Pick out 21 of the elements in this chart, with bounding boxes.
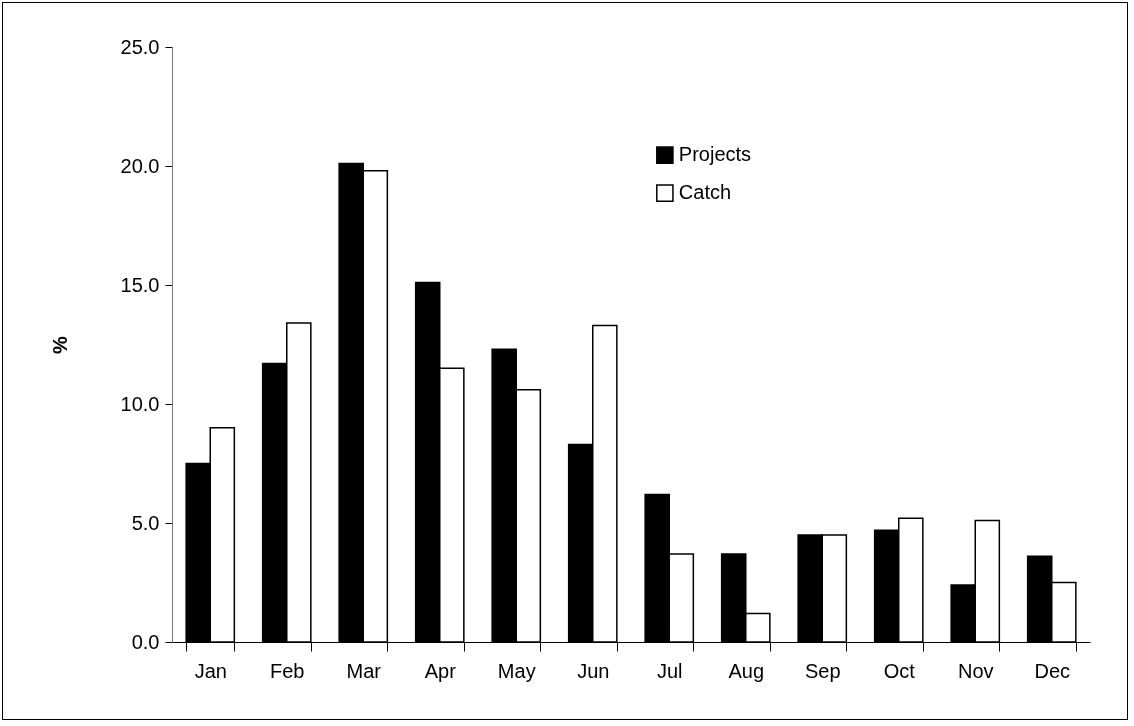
x-tick-label: Mar [346,659,382,682]
x-tick-label: Jan [194,659,227,682]
x-tick-label: Aug [728,659,765,682]
y-tick-label: 15.0 [120,273,160,296]
y-tick-label: 5.0 [131,511,160,534]
x-tick-label: Sep [804,659,841,682]
y-tick-label: 25.0 [120,35,160,58]
x-tick-label: Jul [656,659,683,682]
x-tick-label: Dec [1034,659,1071,682]
x-tick-label: Jun [577,659,610,682]
y-tick-label: 10.0 [120,392,160,415]
x-tick-label: Feb [270,659,305,682]
legend-label: Projects [678,143,752,166]
y-axis-title: % [48,335,71,354]
x-tick-label: May [497,659,536,682]
x-tick-label: Nov [957,659,994,682]
x-tick-label: Oct [883,659,916,682]
y-tick-label: 0.0 [131,630,160,653]
legend-label: Catch [678,181,732,204]
y-tick-label: 20.0 [120,154,160,177]
x-tick-label: Apr [424,659,457,682]
